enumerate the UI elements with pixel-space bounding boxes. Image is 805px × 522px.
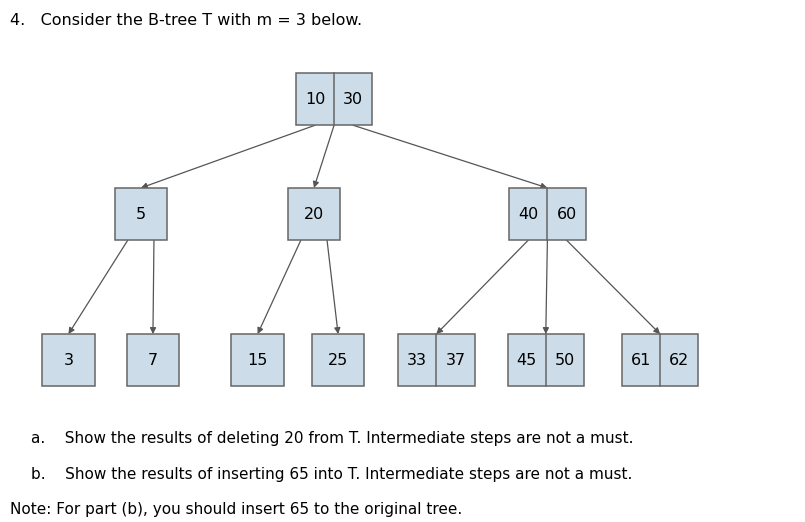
Text: 62: 62 <box>669 353 689 367</box>
Text: 4.   Consider the B-tree T with m = 3 below.: 4. Consider the B-tree T with m = 3 belo… <box>10 13 361 28</box>
Text: b.    Show the results of inserting 65 into T. Intermediate steps are not a must: b. Show the results of inserting 65 into… <box>31 467 632 482</box>
FancyBboxPatch shape <box>43 334 95 386</box>
Text: 61: 61 <box>631 353 651 367</box>
FancyBboxPatch shape <box>288 188 341 240</box>
Text: 45: 45 <box>517 353 537 367</box>
Text: a.    Show the results of deleting 20 from T. Intermediate steps are not a must.: a. Show the results of deleting 20 from … <box>31 431 633 446</box>
Text: 15: 15 <box>247 353 268 367</box>
Text: 3: 3 <box>64 353 73 367</box>
Text: 37: 37 <box>445 353 465 367</box>
FancyBboxPatch shape <box>312 334 364 386</box>
Text: 5: 5 <box>136 207 146 221</box>
Text: 7: 7 <box>148 353 158 367</box>
FancyBboxPatch shape <box>296 73 372 125</box>
Text: 50: 50 <box>555 353 575 367</box>
Text: 20: 20 <box>303 207 324 221</box>
FancyBboxPatch shape <box>232 334 284 386</box>
FancyBboxPatch shape <box>127 334 180 386</box>
FancyBboxPatch shape <box>621 334 699 386</box>
FancyBboxPatch shape <box>508 334 584 386</box>
Text: 25: 25 <box>328 353 349 367</box>
Text: Note: For part (b), you should insert 65 to the original tree.: Note: For part (b), you should insert 65… <box>10 502 462 517</box>
FancyBboxPatch shape <box>398 334 475 386</box>
FancyBboxPatch shape <box>510 188 586 240</box>
Text: 33: 33 <box>407 353 427 367</box>
Text: 60: 60 <box>556 207 576 221</box>
Text: 30: 30 <box>343 92 363 106</box>
Text: 40: 40 <box>518 207 539 221</box>
Text: 10: 10 <box>305 92 325 106</box>
FancyBboxPatch shape <box>114 188 167 240</box>
